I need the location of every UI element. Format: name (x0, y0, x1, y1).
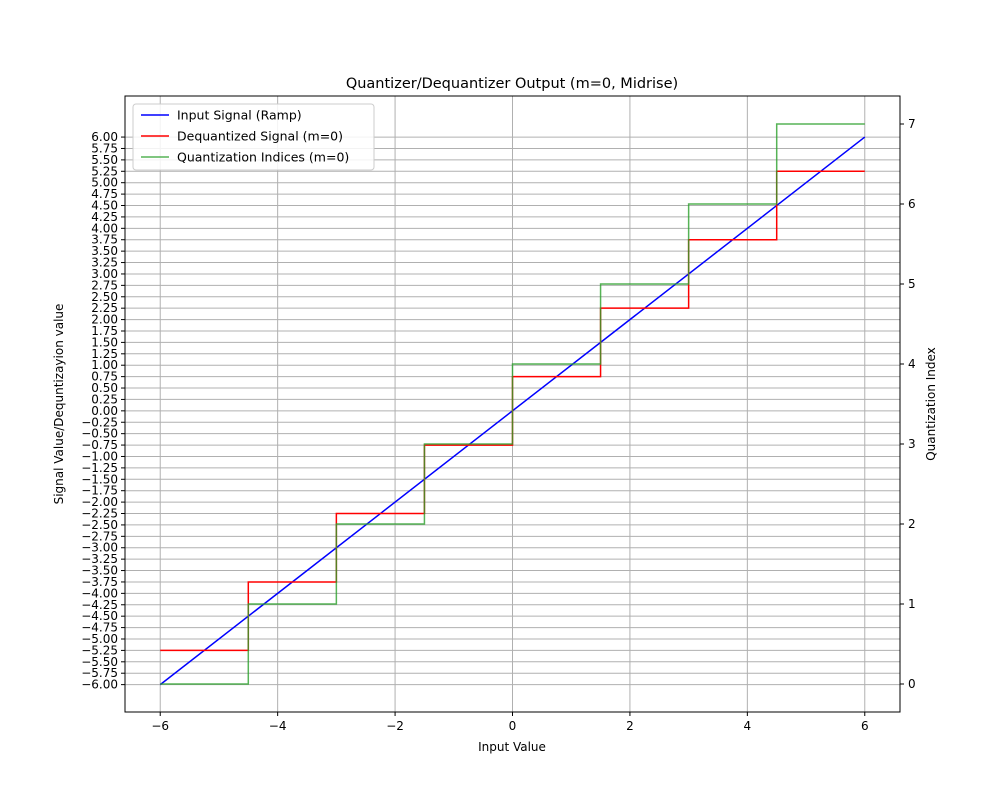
y-tick-label: −3.25 (81, 552, 118, 566)
y2-tick-label: 4 (908, 357, 916, 371)
y-tick-label: 2.25 (91, 301, 118, 315)
y-tick-label: −3.50 (81, 564, 118, 578)
y-tick-label: −0.50 (81, 427, 118, 441)
y2-tick-label: 2 (908, 517, 916, 531)
y-axis-label: Signal Value/Dequntizayion value (52, 304, 66, 505)
y2-axis-label: Quantization Index (924, 347, 938, 461)
y-tick-label: 1.25 (91, 347, 118, 361)
y-tick-label: 5.75 (91, 141, 118, 155)
y-tick-label: 2.50 (91, 290, 118, 304)
x-tick-label: 0 (509, 719, 517, 733)
y-tick-label: 3.50 (91, 244, 118, 258)
y-tick-label: 6.00 (91, 130, 118, 144)
y-tick-label: −2.50 (81, 518, 118, 532)
y-tick-label: 1.50 (91, 335, 118, 349)
y-tick-label: −1.25 (81, 461, 118, 475)
y-tick-label: 3.25 (91, 256, 118, 270)
x-axis-ticks: −6 −4 −2 0 2 4 6 (151, 712, 869, 733)
x-tick-label: −6 (151, 719, 169, 733)
legend-label: Dequantized Signal (m=0) (177, 129, 343, 144)
y-tick-label: −4.00 (81, 586, 118, 600)
y-tick-label: −5.25 (81, 643, 118, 657)
y-tick-label: −0.25 (81, 415, 118, 429)
y-tick-label: −4.50 (81, 609, 118, 623)
y-tick-label: −1.00 (81, 449, 118, 463)
x-tick-label: −4 (269, 719, 287, 733)
y-tick-label: 4.75 (91, 187, 118, 201)
y2-tick-label: 3 (908, 437, 916, 451)
y-tick-label: 4.50 (91, 199, 118, 213)
y-tick-label: 2.00 (91, 313, 118, 327)
y-tick-label: 0.25 (91, 392, 118, 406)
y-tick-label: 5.50 (91, 153, 118, 167)
y2-tick-label: 7 (908, 117, 916, 131)
legend-label: Input Signal (Ramp) (177, 108, 302, 123)
y-tick-label: 4.00 (91, 221, 118, 235)
y-tick-label: −4.75 (81, 621, 118, 635)
y2-axis-ticks: 0 1 2 3 4 5 6 7 (900, 117, 916, 691)
y2-tick-label: 1 (908, 597, 916, 611)
y-tick-label: 3.75 (91, 233, 118, 247)
y-tick-label: 0.50 (91, 381, 118, 395)
y-tick-label: −1.75 (81, 484, 118, 498)
y-tick-label: −5.50 (81, 655, 118, 669)
y-tick-label: 3.00 (91, 267, 118, 281)
y2-tick-label: 5 (908, 277, 916, 291)
x-tick-label: 4 (744, 719, 752, 733)
y-tick-label: 5.25 (91, 164, 118, 178)
y-tick-label: −0.75 (81, 438, 118, 452)
y2-tick-label: 0 (908, 677, 916, 691)
y-tick-label: −3.75 (81, 575, 118, 589)
y-tick-label: −3.00 (81, 541, 118, 555)
y2-tick-label: 6 (908, 197, 916, 211)
y-tick-label: −2.00 (81, 495, 118, 509)
y-tick-label: −4.25 (81, 598, 118, 612)
y-tick-label: 2.75 (91, 278, 118, 292)
y-tick-label: 5.00 (91, 176, 118, 190)
legend-box (132, 103, 375, 171)
quantization-indices-line (160, 123, 865, 685)
y-tick-label: 1.75 (91, 324, 118, 338)
y-tick-label: 0.00 (91, 404, 118, 418)
chart-title: Quantizer/Dequantizer Output (m=0, Midri… (346, 76, 678, 92)
y-tick-label: −5.00 (81, 632, 118, 646)
x-axis-label: Input Value (478, 740, 546, 754)
y-tick-label: −1.50 (81, 472, 118, 486)
y-tick-label: −6.00 (81, 678, 118, 692)
y-tick-label: −2.75 (81, 529, 118, 543)
y-tick-label: 1.00 (91, 358, 118, 372)
y-tick-label: 4.25 (91, 210, 118, 224)
x-tick-label: 6 (861, 719, 869, 733)
legend-label: Quantization Indices (m=0) (177, 150, 349, 165)
x-tick-label: −2 (386, 719, 404, 733)
y-tick-label: −5.75 (81, 666, 118, 680)
y-axis-ticks: −6.00−5.75−5.50−5.25−5.00−4.75−4.50−4.25… (81, 130, 125, 692)
x-tick-label: 2 (626, 719, 634, 733)
legend: Input Signal (Ramp) Dequantized Signal (m… (132, 103, 375, 171)
y-tick-label: −2.25 (81, 507, 118, 521)
series-layer (159, 123, 866, 686)
y-tick-label: 0.75 (91, 370, 118, 384)
grid (125, 96, 900, 712)
